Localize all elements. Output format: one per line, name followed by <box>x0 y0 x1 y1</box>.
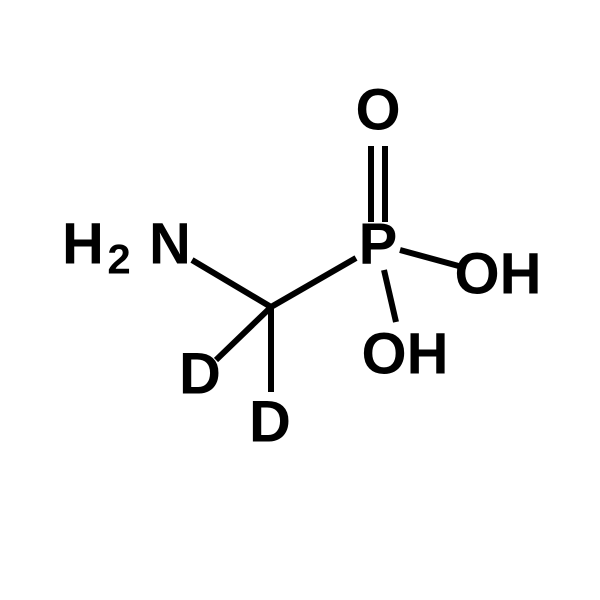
atom-P: P <box>359 211 398 276</box>
atom-D1: D <box>179 341 221 406</box>
atoms-layer: NH2DDPOOHOH <box>62 77 541 454</box>
svg-text:D: D <box>179 341 221 406</box>
svg-text:OH: OH <box>455 241 542 306</box>
atom-O_top: O <box>355 77 400 142</box>
atom-D2: D <box>249 389 291 454</box>
svg-text:P: P <box>359 211 398 276</box>
molecule-diagram: NH2DDPOOHOH <box>0 0 600 600</box>
atom-OH_right: OH <box>455 241 542 306</box>
atom-N: N <box>149 211 191 276</box>
svg-text:H: H <box>62 211 104 276</box>
svg-text:OH: OH <box>362 321 449 386</box>
atom-OH_below: OH <box>362 321 449 386</box>
svg-text:O: O <box>355 77 400 142</box>
svg-text:N: N <box>149 211 191 276</box>
svg-text:2: 2 <box>107 236 130 283</box>
svg-text:D: D <box>249 389 291 454</box>
atom-H2_left: H2 <box>62 211 131 282</box>
